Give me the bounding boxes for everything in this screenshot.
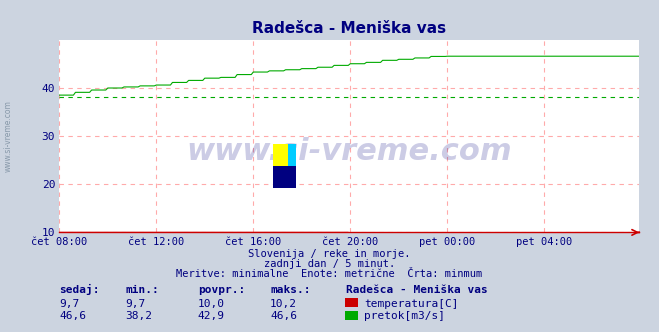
Text: Meritve: minimalne  Enote: metrične  Črta: minmum: Meritve: minimalne Enote: metrične Črta:… — [177, 269, 482, 279]
Text: 46,6: 46,6 — [59, 311, 86, 321]
Text: 42,9: 42,9 — [198, 311, 225, 321]
Title: Radešca - Meniška vas: Radešca - Meniška vas — [252, 21, 446, 36]
Text: 9,7: 9,7 — [125, 299, 146, 309]
Text: pretok[m3/s]: pretok[m3/s] — [364, 311, 445, 321]
Text: min.:: min.: — [125, 285, 159, 295]
Text: 10,0: 10,0 — [198, 299, 225, 309]
Text: Radešca - Meniška vas: Radešca - Meniška vas — [346, 285, 488, 295]
Text: sedaj:: sedaj: — [59, 284, 100, 295]
Text: zadnji dan / 5 minut.: zadnji dan / 5 minut. — [264, 259, 395, 269]
Text: 46,6: 46,6 — [270, 311, 297, 321]
Text: 9,7: 9,7 — [59, 299, 80, 309]
Text: www.si-vreme.com: www.si-vreme.com — [4, 100, 13, 172]
Text: maks.:: maks.: — [270, 285, 310, 295]
Text: www.si-vreme.com: www.si-vreme.com — [186, 137, 512, 166]
Text: 10,2: 10,2 — [270, 299, 297, 309]
Text: Slovenija / reke in morje.: Slovenija / reke in morje. — [248, 249, 411, 259]
Text: 38,2: 38,2 — [125, 311, 152, 321]
Text: povpr.:: povpr.: — [198, 285, 245, 295]
Text: temperatura[C]: temperatura[C] — [364, 299, 459, 309]
